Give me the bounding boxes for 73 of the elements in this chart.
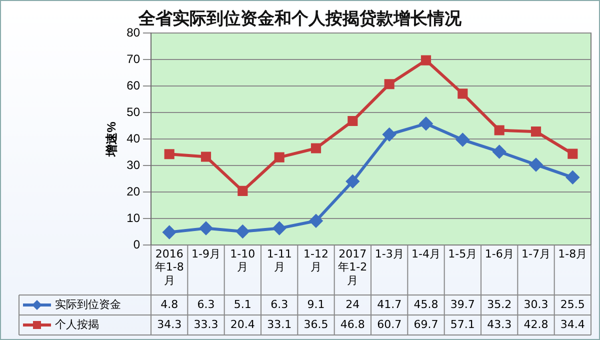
- data-label: 46.8: [340, 318, 365, 331]
- data-label: 5.1: [234, 298, 252, 311]
- point: [236, 224, 250, 238]
- data-label: 57.1: [450, 318, 475, 331]
- x-tick-label: 1-12月: [304, 247, 328, 274]
- data-label: 42.8: [524, 318, 548, 331]
- point: [310, 143, 322, 154]
- data-label: 4.8: [160, 298, 178, 311]
- data-label: 20.4: [230, 318, 255, 331]
- x-tick-label: 1-10月: [230, 247, 256, 274]
- point: [530, 126, 542, 137]
- x-tick-label: 1-3月: [374, 247, 404, 260]
- data-label: 33.3: [194, 318, 218, 331]
- data-label: 33.1: [267, 318, 292, 331]
- y-tick-label: 70: [126, 52, 140, 66]
- data-label: 69.7: [414, 318, 438, 331]
- data-label: 34.4: [560, 318, 585, 331]
- x-tick-label: 1-8月: [558, 247, 588, 260]
- point: [382, 128, 396, 141]
- x-tick-label: 1-9月: [192, 247, 220, 260]
- point: [274, 152, 284, 162]
- chart-title: 全省实际到位资金和个人按揭贷款增长情况: [138, 8, 462, 29]
- point: [200, 152, 212, 162]
- y-tick-label: 20: [126, 184, 140, 198]
- point: [384, 79, 394, 90]
- x-tick-label: 1-4月: [412, 247, 440, 260]
- data-label: 41.7: [377, 298, 402, 311]
- point: [530, 158, 542, 172]
- x-tick-label: 2016年1-8月: [154, 247, 184, 287]
- point: [456, 133, 470, 146]
- legend-label: 个人按揭: [55, 318, 99, 331]
- x-tick-label: 1-5月: [448, 247, 478, 260]
- y-tick-label: 60: [126, 78, 140, 92]
- point: [458, 88, 468, 99]
- point: [492, 145, 506, 158]
- data-label: 24: [346, 298, 360, 311]
- data-label: 6.3: [270, 298, 288, 311]
- point: [272, 222, 286, 235]
- point: [346, 174, 360, 188]
- x-tick-label: 1-11月: [266, 247, 292, 274]
- point: [200, 222, 212, 235]
- point: [420, 117, 432, 130]
- legend-label: 实际到位资金: [55, 298, 121, 311]
- y-tick-label: 50: [126, 104, 140, 119]
- point: [494, 125, 504, 136]
- x-tick-label: 1-7月: [522, 247, 550, 260]
- point: [348, 116, 358, 126]
- y-tick-label: 40: [126, 131, 140, 146]
- point: [566, 170, 580, 184]
- data-label: 43.3: [487, 318, 512, 331]
- x-tick-label: 1-6月: [484, 247, 514, 260]
- point: [238, 186, 248, 196]
- point: [568, 148, 578, 159]
- data-label: 39.7: [450, 298, 475, 311]
- data-label: 9.1: [307, 298, 325, 311]
- data-label: 45.8: [414, 298, 438, 311]
- y-axis-title: 增速%: [104, 121, 119, 158]
- y-tick-label: 0: [133, 237, 140, 252]
- y-tick-label: 80: [126, 25, 140, 40]
- data-label: 6.3: [197, 298, 215, 311]
- point: [164, 149, 174, 160]
- x-tick-label: 2017年1-2月: [338, 247, 368, 287]
- data-label: 34.3: [157, 318, 182, 331]
- data-label: 30.3: [524, 298, 548, 311]
- data-label: 35.2: [487, 298, 512, 311]
- data-label: 60.7: [377, 318, 402, 331]
- data-label: 36.5: [304, 318, 328, 331]
- data-label: 25.5: [560, 298, 585, 311]
- point: [162, 226, 176, 239]
- point: [310, 214, 322, 228]
- y-tick-label: 30: [126, 158, 140, 172]
- y-tick-label: 10: [126, 210, 140, 225]
- point: [420, 55, 432, 66]
